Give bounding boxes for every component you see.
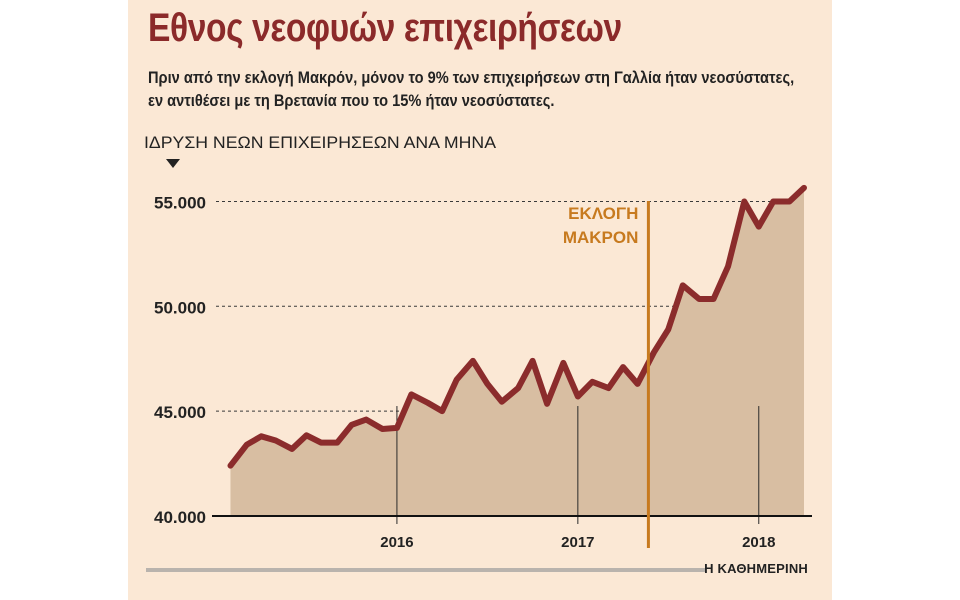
y-tick-label: 50.000 [154,298,206,317]
y-axis-label: ΙΔΡΥΣΗ ΝΕΩΝ ΕΠΙΧΕΙΡΗΣΕΩΝ ΑΝΑ ΜΗΝΑ [144,133,497,152]
x-tick-label: 2016 [380,534,413,551]
chart-title: Εθνος νεοφυών επιχειρήσεων [148,6,622,50]
source-rule [146,568,706,572]
annotation-layer: ΕΚΛΟΓΗ ΜΑΚΡΟΝ [563,201,650,548]
chart-panel: Εθνος νεοφυών επιχειρήσεων Πριν από την … [128,0,832,600]
source-credit: Η ΚΑΘΗΜΕΡΙΝΗ [704,561,808,576]
series-line [227,184,807,469]
x-tick-label: 2018 [742,534,775,551]
area-fill [230,187,804,516]
chart-area: ΙΔΡΥΣΗ ΝΕΩΝ ΕΠΙΧΕΙΡΗΣΕΩΝ ΑΝΑ ΜΗΝΑ ΕΚΛΟΓΗ… [144,133,812,551]
x-tick-labels: 2016 2017 2018 [380,534,775,551]
y-tick-label: 45.000 [154,403,206,422]
y-axis-label-arrow-icon [166,159,180,168]
chart-subtitle: Πριν από την εκλογή Μακρόν, μόνον το 9% … [148,68,795,110]
y-tick-label: 40.000 [154,508,206,527]
y-tick-label: 55.000 [154,193,206,212]
election-annotation-text: ΜΑΚΡΟΝ [563,228,639,247]
election-annotation-text: ΕΚΛΟΓΗ [568,204,638,223]
x-tick-label: 2017 [561,534,594,551]
y-tick-labels: 40.000 45.000 50.000 55.000 [154,193,206,527]
